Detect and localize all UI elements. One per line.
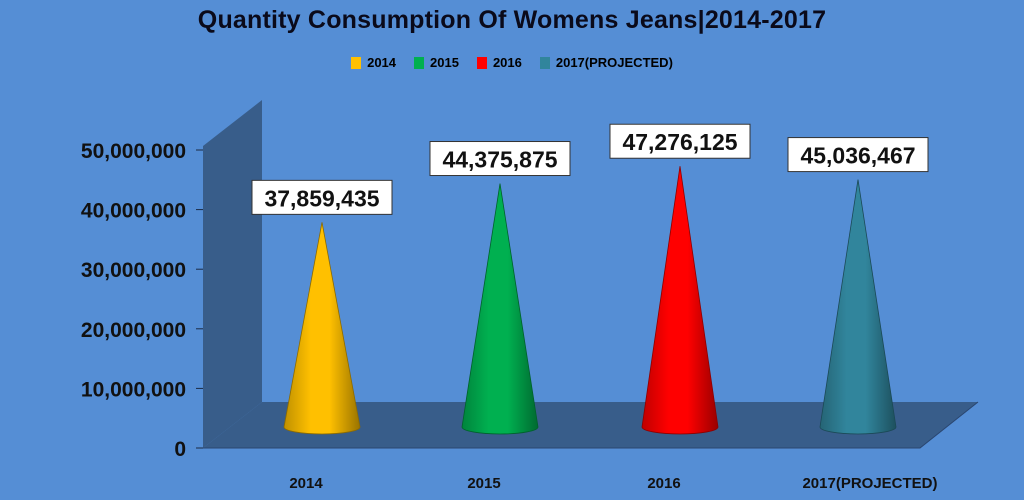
back-wall xyxy=(203,100,262,448)
data-label: 37,859,435 xyxy=(264,185,379,211)
cone-2015 xyxy=(461,183,539,435)
chart-title: Quantity Consumption Of Womens Jeans|201… xyxy=(197,6,827,34)
legend-item: 2015 xyxy=(414,55,459,70)
x-tick-label: 2016 xyxy=(647,475,680,492)
legend-item: 2014 xyxy=(351,55,396,70)
legend: 2014 2015 2016 2017(PROJECTED) xyxy=(0,55,1024,70)
cone-2016 xyxy=(641,166,719,435)
legend-label: 2016 xyxy=(492,55,522,70)
data-label: 47,276,125 xyxy=(622,129,737,155)
data-label-box xyxy=(787,137,929,173)
legend-label: 2017(PROJECTED) xyxy=(555,55,673,70)
data-label: 45,036,467 xyxy=(800,143,915,169)
y-tick-label: 40,000,000 xyxy=(81,200,186,223)
cone-2014 xyxy=(283,222,361,435)
legend-swatch xyxy=(351,56,362,69)
y-tick-label: 10,000,000 xyxy=(81,378,186,401)
cone-2017(PROJECTED) xyxy=(819,179,897,435)
y-tick-label: 0 xyxy=(174,438,186,461)
floor-edge xyxy=(203,401,979,449)
legend-swatch xyxy=(539,56,550,69)
y-tick-label: 30,000,000 xyxy=(81,259,186,282)
x-tick-label: 2014 xyxy=(289,475,323,492)
legend-label: 2015 xyxy=(430,55,459,70)
legend-label: 2014 xyxy=(367,55,397,70)
x-tick-label: 2015 xyxy=(467,475,500,492)
x-tick-label: 2017(PROJECTED) xyxy=(802,475,937,492)
y-tick-label: 50,000,000 xyxy=(81,140,186,163)
legend-item: 2016 xyxy=(476,55,522,70)
data-label-box xyxy=(609,123,751,159)
legend-swatch xyxy=(476,56,487,69)
legend-item: 2017(PROJECTED) xyxy=(539,55,673,70)
y-tick-label: 20,000,000 xyxy=(81,319,186,342)
data-label: 44,375,875 xyxy=(442,147,557,173)
legend-swatch xyxy=(414,56,425,69)
floor xyxy=(203,402,978,448)
data-label-box xyxy=(251,179,393,215)
data-label-box xyxy=(429,141,571,177)
